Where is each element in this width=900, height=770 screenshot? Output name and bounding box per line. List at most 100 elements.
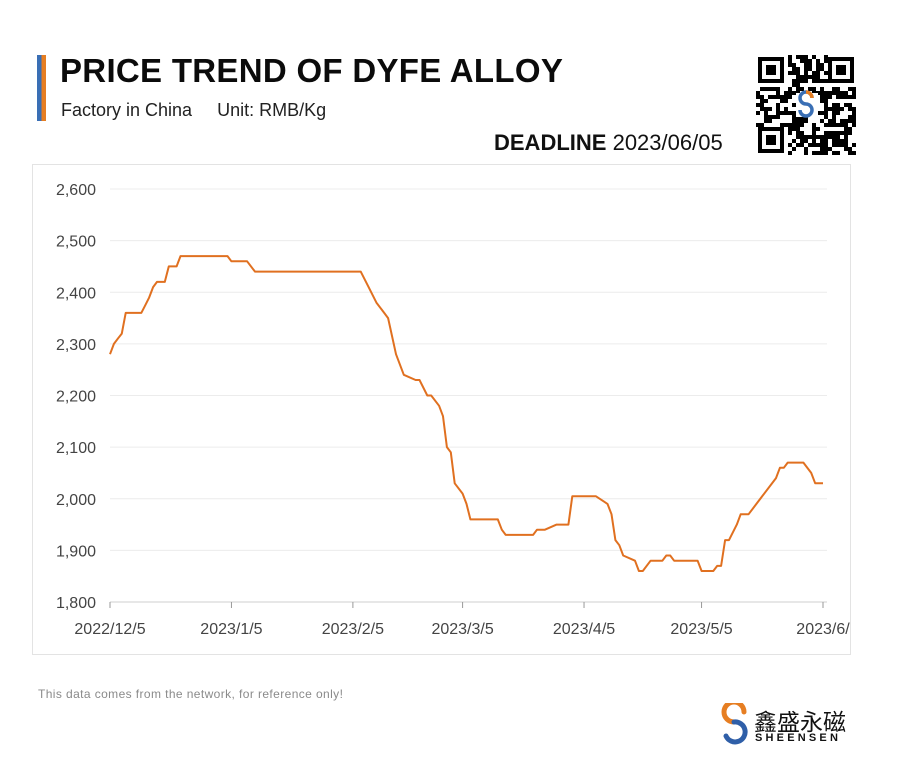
- qr-module: [768, 107, 772, 111]
- qr-module: [772, 87, 776, 91]
- qr-module: [788, 143, 792, 147]
- qr-module: [780, 111, 784, 115]
- qr-module: [756, 91, 760, 95]
- qr-module: [844, 147, 848, 151]
- qr-module: [776, 91, 780, 95]
- qr-module: [808, 87, 812, 91]
- qr-module: [792, 91, 796, 95]
- qr-module: [804, 135, 808, 139]
- qr-module: [788, 55, 792, 59]
- qr-module: [792, 79, 796, 83]
- qr-module: [848, 119, 852, 123]
- qr-module: [800, 123, 804, 127]
- qr-module: [824, 147, 828, 151]
- qr-module: [852, 123, 856, 127]
- qr-module: [848, 107, 852, 111]
- chart-panel: 1,800 1,900 2,000 2,100 2,200 2,300 2,400 2,500…: [32, 164, 851, 655]
- qr-module: [820, 95, 824, 99]
- qr-module: [832, 123, 836, 127]
- qr-module: [832, 135, 836, 139]
- qr-module: [824, 79, 828, 83]
- qr-module: [796, 79, 800, 83]
- qr-module: [844, 135, 848, 139]
- qr-module: [780, 95, 784, 99]
- qr-module: [848, 151, 852, 155]
- qr-module: [796, 83, 800, 87]
- deadline-label: DEADLINE 2023/06/05: [494, 130, 723, 156]
- qr-module: [812, 151, 816, 155]
- qr-module: [836, 111, 840, 115]
- qr-module: [836, 87, 840, 91]
- qr-module: [832, 107, 836, 111]
- qr-module: [824, 143, 828, 147]
- qr-module: [852, 95, 856, 99]
- qr-module: [848, 115, 852, 119]
- qr-module: [800, 59, 804, 63]
- qr-module: [852, 119, 856, 123]
- qr-module: [792, 67, 796, 71]
- qr-module: [848, 147, 852, 151]
- qr-module: [764, 87, 768, 91]
- qr-module: [788, 95, 792, 99]
- qr-module: [832, 151, 836, 155]
- qr-module: [788, 71, 792, 75]
- qr-module: [828, 107, 832, 111]
- qr-module: [852, 111, 856, 115]
- qr-module: [840, 143, 844, 147]
- y-tick-label: 2,300: [56, 337, 96, 354]
- qr-module: [812, 75, 816, 79]
- chart-title: PRICE TREND OF DYFE ALLOY: [60, 52, 564, 89]
- qr-module: [772, 115, 776, 119]
- qr-module: [792, 119, 796, 123]
- qr-module: [796, 131, 800, 135]
- qr-module: [800, 139, 804, 143]
- qr-module: [804, 75, 808, 79]
- y-tick-label: 2,200: [56, 389, 96, 406]
- qr-module: [792, 139, 796, 143]
- qr-module: [820, 119, 824, 123]
- qr-module: [840, 91, 844, 95]
- qr-module: [824, 55, 828, 59]
- qr-module: [788, 127, 792, 131]
- qr-module: [772, 95, 776, 99]
- qr-module: [812, 139, 816, 143]
- qr-module: [796, 87, 800, 91]
- qr-module: [848, 103, 852, 107]
- qr-module: [812, 55, 816, 59]
- qr-module: [792, 123, 796, 127]
- x-tick-label: 2023/3/5: [431, 621, 493, 638]
- price-series-line: [109, 255, 823, 572]
- qr-module: [808, 135, 812, 139]
- x-tick-label: 2023/5/5: [670, 621, 732, 638]
- chart-subtitle: Factory in China Unit: RMB/Kg: [61, 100, 346, 121]
- qr-module: [800, 79, 804, 83]
- qr-module: [820, 67, 824, 71]
- qr-module: [768, 87, 772, 91]
- qr-module: [796, 67, 800, 71]
- qr-module: [824, 99, 828, 103]
- qr-module: [832, 115, 836, 119]
- qr-module: [776, 95, 780, 99]
- qr-module: [804, 63, 808, 67]
- qr-module: [804, 59, 808, 63]
- qr-module: [832, 103, 836, 107]
- qr-module: [820, 151, 824, 155]
- qr-module: [776, 87, 780, 91]
- qr-module: [824, 103, 828, 107]
- qr-module: [792, 103, 796, 107]
- subtitle-unit: Unit: RMB/Kg: [217, 100, 327, 120]
- qr-module: [812, 71, 816, 75]
- x-tick-label: 2023/2/5: [322, 621, 384, 638]
- qr-module: [780, 123, 784, 127]
- qr-module: [764, 99, 768, 103]
- qr-module: [788, 111, 792, 115]
- qr-module: [848, 87, 852, 91]
- qr-module: [804, 67, 808, 71]
- qr-module: [768, 119, 772, 123]
- y-tick-label: 2,100: [56, 440, 96, 457]
- qr-module: [800, 131, 804, 135]
- qr-module: [840, 119, 844, 123]
- y-tick-label: 2,400: [56, 285, 96, 302]
- qr-module: [844, 143, 848, 147]
- qr-module: [812, 79, 816, 83]
